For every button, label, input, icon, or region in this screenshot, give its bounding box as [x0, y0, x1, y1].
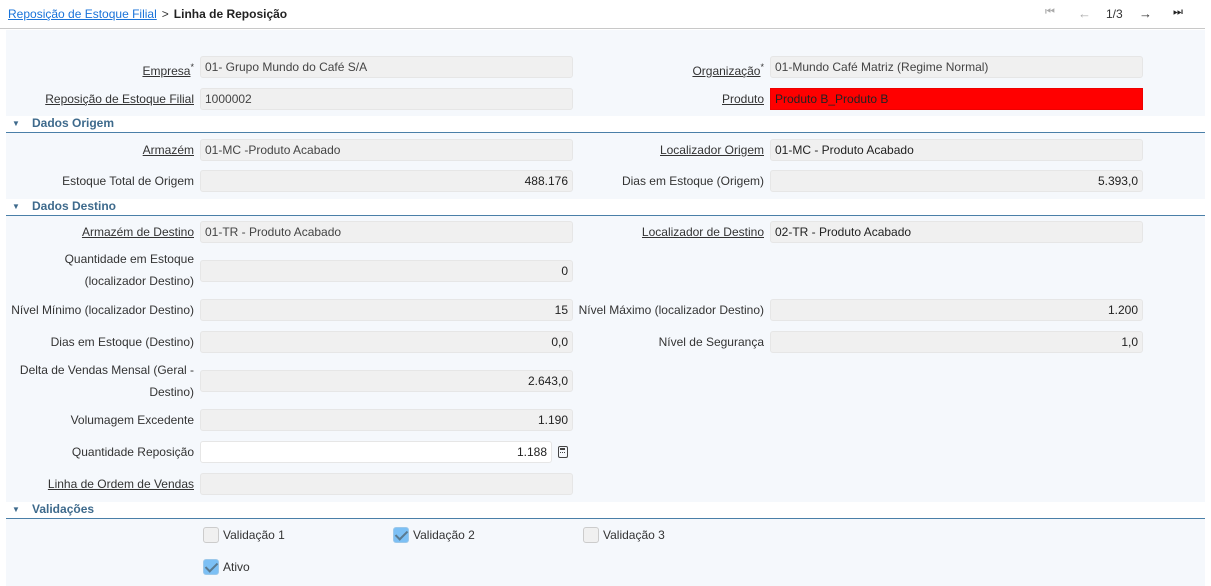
qtd-estoque-field: 0 [200, 260, 573, 282]
last-page-icon[interactable]: ⏭ [1173, 6, 1183, 18]
collapse-icon: ▼ [12, 202, 20, 211]
localizador-destino-label[interactable]: Localizador de Destino [641, 225, 764, 239]
dias-destino-field: 0,0 [200, 331, 573, 353]
estoque-total-label: Estoque Total de Origem [62, 174, 194, 188]
ativo-checkbox[interactable] [203, 559, 219, 575]
validacao-2-label: Validação 2 [413, 528, 475, 542]
validacao-2-checkbox[interactable] [393, 527, 409, 543]
arrow-right-icon[interactable]: → [1139, 6, 1152, 21]
armazem-destino-label[interactable]: Armazém de Destino [81, 225, 194, 239]
validacao-1-label: Validação 1 [223, 528, 285, 542]
linha-ordem-field[interactable] [200, 473, 573, 495]
armazem-field[interactable]: 01-MC -Produto Acabado [200, 139, 573, 161]
empresa-field[interactable]: 01- Grupo Mundo do Café S/A [200, 56, 573, 78]
nivel-maximo-field: 1.200 [770, 299, 1143, 321]
validacao-3-label: Validação 3 [603, 528, 665, 542]
dias-destino-label: Dias em Estoque (Destino) [50, 335, 194, 349]
volumagem-label: Volumagem Excedente [70, 413, 194, 427]
validacao-3-checkbox[interactable] [583, 527, 599, 543]
nivel-minimo-label: Nível Mínimo (localizador Destino) [11, 303, 194, 317]
breadcrumb-separator: > [161, 7, 169, 21]
armazem-destino-field[interactable]: 01-TR - Produto Acabado [200, 221, 573, 243]
dias-origem-label: Dias em Estoque (Origem) [621, 174, 764, 188]
section-dados-destino[interactable]: ▼ Dados Destino [6, 199, 1205, 216]
nivel-seguranca-label: Nível de Segurança [658, 335, 764, 349]
produto-field[interactable]: Produto B_Produto B [770, 88, 1143, 110]
qtd-reposicao-input[interactable]: 1.188 [200, 441, 552, 463]
first-page-icon[interactable]: ⏮ [1045, 6, 1055, 18]
volumagem-field: 1.190 [200, 409, 573, 431]
breadcrumb-current: Linha de Reposição [173, 7, 288, 21]
ativo-label: Ativo [223, 560, 250, 574]
dias-origem-field: 5.393,0 [770, 170, 1143, 192]
section-validacoes[interactable]: ▼ Validações [6, 502, 1205, 519]
reposicao-label[interactable]: Reposição de Estoque Filial [45, 92, 194, 106]
estoque-total-field: 488.176 [200, 170, 573, 192]
breadcrumb-parent-link[interactable]: Reposição de Estoque Filial [8, 7, 157, 21]
section-dados-origem[interactable]: ▼ Dados Origem [6, 116, 1205, 133]
organizacao-field[interactable]: 01-Mundo Café Matriz (Regime Normal) [770, 56, 1143, 78]
arrow-left-icon[interactable]: ← [1078, 6, 1091, 21]
armazem-label[interactable]: Armazém [142, 143, 194, 157]
delta-vendas-label: Delta de Vendas Mensal (Geral - Destino) [19, 363, 194, 399]
localizador-origem-label[interactable]: Localizador Origem [659, 143, 764, 157]
nivel-maximo-label: Nível Máximo (localizador Destino) [578, 303, 764, 317]
qtd-estoque-label: Quantidade em Estoque (localizador Destin… [64, 252, 194, 288]
delta-vendas-field: 2.643,0 [200, 370, 573, 392]
page-position: 1/3 [1106, 7, 1123, 21]
top-bar: Reposição de Estoque Filial > Linha de R… [0, 0, 1205, 29]
nivel-seguranca-field: 1,0 [770, 331, 1143, 353]
breadcrumb: Reposição de Estoque Filial > Linha de R… [8, 7, 287, 21]
localizador-destino-field[interactable]: 02-TR - Produto Acabado [770, 221, 1143, 243]
localizador-origem-field[interactable]: 01-MC - Produto Acabado [770, 139, 1143, 161]
calculator-icon[interactable] [558, 446, 568, 458]
collapse-icon: ▼ [12, 119, 20, 128]
reposicao-field[interactable]: 1000002 [200, 88, 573, 110]
qtd-reposicao-label: Quantidade Reposição [71, 445, 194, 459]
collapse-icon: ▼ [12, 505, 20, 514]
linha-ordem-label[interactable]: Linha de Ordem de Vendas [47, 477, 194, 491]
organizacao-label[interactable]: Organização* [692, 62, 764, 78]
nivel-minimo-field: 15 [200, 299, 573, 321]
empresa-label[interactable]: Empresa* [142, 62, 194, 78]
produto-label[interactable]: Produto [721, 92, 764, 106]
validacao-1-checkbox[interactable] [203, 527, 219, 543]
